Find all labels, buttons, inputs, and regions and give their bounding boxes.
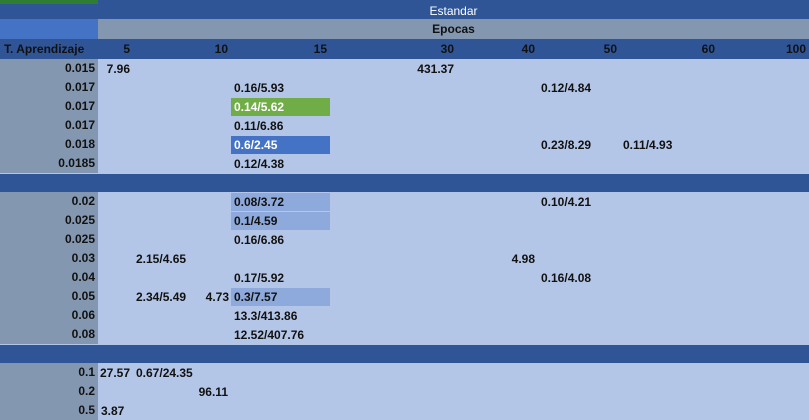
- learning-rate-cell: 0.2: [0, 382, 98, 401]
- data-cell: 0.16/4.08: [541, 271, 592, 285]
- learning-rate-cell: 0.017: [0, 97, 98, 116]
- data-cell: 0.11/4.93: [623, 138, 673, 152]
- group-separator: [0, 174, 809, 192]
- group-separator: [0, 345, 809, 363]
- data-cell: 0.11/6.86: [234, 119, 284, 133]
- epoch-header-30: 30: [440, 42, 454, 56]
- learning-rate-cell: 0.025: [0, 230, 98, 249]
- data-cell: 0.17/5.92: [234, 271, 285, 285]
- learning-rate-header: T. Aprendizaje: [4, 42, 85, 56]
- epoch-header-15: 15: [313, 42, 327, 56]
- data-cell: 13.3/413.86: [234, 309, 298, 323]
- data-cell: 0.14/5.62: [231, 98, 330, 116]
- data-cell: 431.37: [417, 62, 454, 76]
- epoch-header-10: 10: [214, 42, 228, 56]
- title-row-label-cell: [0, 4, 98, 19]
- learning-rate-cell: 0.015: [0, 59, 98, 78]
- learning-rate-cell: 0.017: [0, 116, 98, 135]
- learning-rate-cell: 0.018: [0, 135, 98, 154]
- epoch-header-40: 40: [521, 42, 535, 56]
- epoch-header-50: 50: [603, 42, 617, 56]
- learning-rate-cell: 0.08: [0, 325, 98, 344]
- learning-rate-cell: 0.04: [0, 268, 98, 287]
- data-cell: 0.16/6.86: [234, 233, 285, 247]
- epochs-header: Epocas: [98, 19, 809, 39]
- top-strip: [0, 0, 809, 4]
- subtitle-row-label-cell: [0, 19, 98, 39]
- learning-rate-cell: 0.1: [0, 363, 98, 382]
- data-cell: 27.57: [99, 366, 130, 380]
- data-cell: 0.12/4.84: [541, 81, 592, 95]
- data-cell: 2.34/5.49: [136, 290, 187, 304]
- learning-rate-cell: 0.03: [0, 249, 98, 268]
- data-cell: 3.87: [101, 404, 125, 418]
- data-cell: 0.08/3.72: [231, 193, 330, 211]
- learning-rate-cell: 0.06: [0, 306, 98, 325]
- top-strip-accent: [0, 0, 98, 4]
- learning-rate-cell: 0.5: [0, 401, 98, 420]
- data-cell: 2.15/4.65: [136, 252, 187, 266]
- learning-rate-cell: 0.05: [0, 287, 98, 306]
- data-cell: 0.12/4.38: [234, 157, 285, 171]
- learning-rate-cell: 0.0185: [0, 154, 98, 173]
- learning-rate-cell: 0.02: [0, 192, 98, 211]
- data-cell: 4.98: [511, 252, 535, 266]
- data-cell: 0.6/2.45: [231, 136, 330, 154]
- learning-rate-cell: 0.017: [0, 78, 98, 97]
- epoch-header-60: 60: [701, 42, 715, 56]
- data-cell: 0.3/7.57: [231, 288, 330, 306]
- column-header-row: [0, 39, 809, 59]
- data-cell: 7.96: [106, 62, 130, 76]
- data-cell: 0.67/24.35: [136, 366, 193, 380]
- data-cell: 0.23/8.29: [541, 138, 592, 152]
- data-cell: 12.52/407.76: [234, 328, 305, 342]
- learning-rate-cell: 0.025: [0, 211, 98, 230]
- epoch-header-100: 100: [785, 42, 806, 56]
- table-title: Estandar: [98, 4, 809, 19]
- epoch-header-5: 5: [123, 42, 130, 56]
- data-cell: 4.73: [205, 290, 229, 304]
- data-cell: 96.11: [198, 385, 228, 399]
- data-cell: 0.10/4.21: [541, 195, 592, 209]
- data-cell: 0.1/4.59: [231, 212, 330, 230]
- data-cell: 0.16/5.93: [234, 81, 285, 95]
